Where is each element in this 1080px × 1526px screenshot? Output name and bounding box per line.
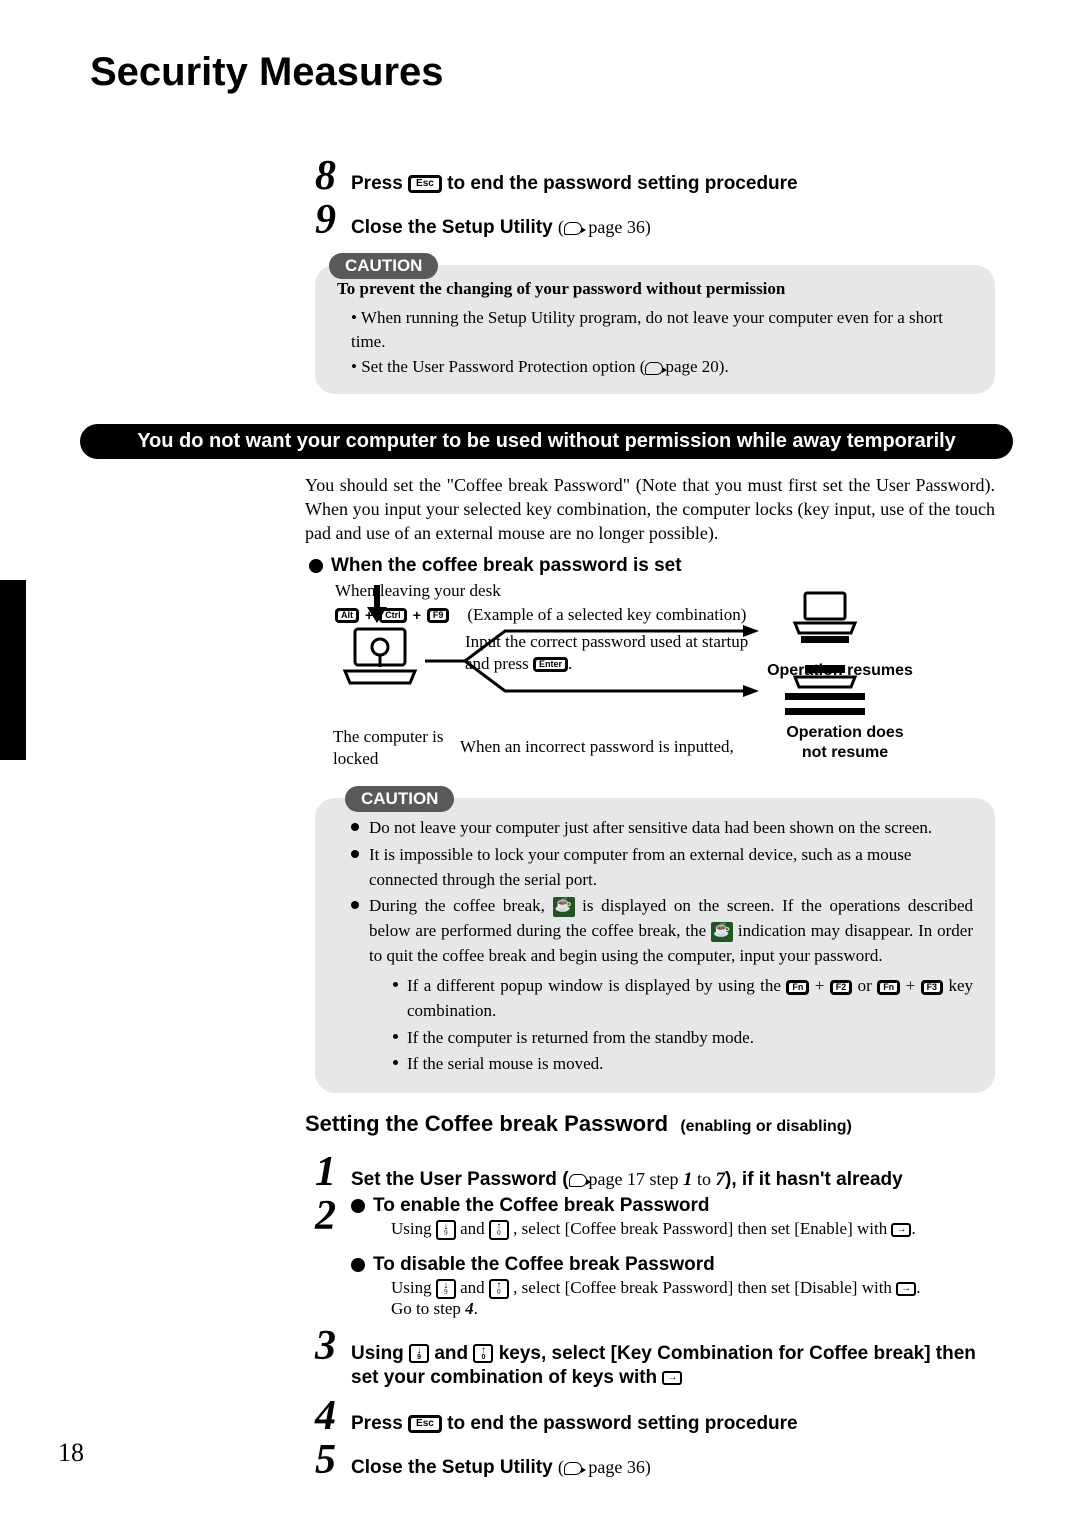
- fn-key-icon: Fn: [786, 980, 809, 995]
- side-tab: [0, 580, 26, 760]
- page-ref-icon: [569, 1174, 587, 1187]
- page-ref-icon: [564, 222, 582, 235]
- step-8-pre: Press: [351, 173, 408, 194]
- caution-2-item-2: It is impossible to lock your computer f…: [351, 843, 973, 892]
- caution-2-item-3: During the coffee break, is displayed on…: [351, 894, 973, 1076]
- section-subheading: Setting the Coffee break Password (enabl…: [305, 1111, 995, 1137]
- right-arrow-key-icon: →: [896, 1282, 916, 1296]
- bullet-icon: [309, 559, 323, 573]
- diagram-notresume-text: Operation does not resume: [765, 723, 925, 763]
- esc-key-icon: Esc: [408, 175, 442, 193]
- page-ref-icon: [645, 362, 663, 375]
- step-8-text: Press Esc to end the password setting pr…: [351, 172, 798, 197]
- enable-text: Using ↓9 and ↑0 , select [Coffee break P…: [391, 1219, 995, 1240]
- diagram-input-text: Input the correct password used at start…: [465, 631, 755, 674]
- caution-2-list: Do not leave your computer just after se…: [337, 816, 973, 1076]
- down-arrow-key-icon: ↓9: [436, 1220, 456, 1240]
- caution-2-container: CAUTION Do not leave your computer just …: [315, 776, 995, 1092]
- step-9-text: Close the Setup Utility ( page 36): [351, 216, 651, 241]
- enter-key-icon: Enter: [533, 657, 568, 672]
- caution-1-item-2: Set the User Password Protection option …: [351, 355, 973, 380]
- bh1-text: When the coffee break password is set: [331, 555, 682, 577]
- down-arrow-key-icon: ↓9: [436, 1279, 456, 1299]
- page-number: 18: [58, 1438, 84, 1468]
- diagram-incorrect-text: When an incorrect password is inputted,: [460, 736, 760, 757]
- caution-2-sub-3: If the serial mouse is moved.: [389, 1052, 973, 1077]
- b-step-5-number: 5: [315, 1439, 351, 1481]
- right-arrow-key-icon: →: [891, 1223, 911, 1237]
- diagram: When leaving your desk Alt + Ctrl + F9 (…: [315, 581, 995, 756]
- up-arrow-key-icon: ↑0: [473, 1344, 493, 1364]
- caution-2-item-1: Do not leave your computer just after se…: [351, 816, 973, 841]
- step-9-number: 9: [315, 199, 351, 241]
- coffee-icon: [553, 897, 575, 917]
- caution-1-container: CAUTION To prevent the changing of your …: [315, 243, 995, 394]
- intro-paragraph: You should set the "Coffee break Passwor…: [305, 473, 995, 546]
- enable-heading: To enable the Coffee break Password: [351, 1195, 995, 1217]
- b-step-3-text: Using ↓9 and ↑0 keys, select [Key Combin…: [351, 1342, 995, 1391]
- disable-heading: To disable the Coffee break Password: [351, 1254, 995, 1276]
- b-step-2: 2 To enable the Coffee break Password Us…: [315, 1195, 995, 1319]
- down-arrow-key-icon: ↓9: [409, 1344, 429, 1364]
- diagram-resumes-text: Operation resumes: [760, 661, 920, 681]
- b-step-5: 5 Close the Setup Utility ( page 36): [315, 1439, 995, 1481]
- caution-2-sub-2: If the computer is returned from the sta…: [389, 1026, 973, 1051]
- caution-2-box: Do not leave your computer just after se…: [315, 798, 995, 1092]
- bullet-icon: [351, 1258, 365, 1272]
- b-step-4: 4 Press Esc to end the password setting …: [315, 1395, 995, 1437]
- content-column: 8 Press Esc to end the password setting …: [315, 155, 995, 1481]
- caution-2-sub-1: If a different popup window is displayed…: [389, 974, 973, 1023]
- caution-2-label: CAUTION: [345, 786, 454, 812]
- b-step-3: 3 Using ↓9 and ↑0 keys, select [Key Comb…: [315, 1325, 995, 1391]
- b-step-4-text: Press Esc to end the password setting pr…: [351, 1412, 798, 1437]
- step-8: 8 Press Esc to end the password setting …: [315, 155, 995, 197]
- caution-1-title: To prevent the changing of your password…: [337, 277, 973, 302]
- step-9: 9 Close the Setup Utility ( page 36): [315, 199, 995, 241]
- step-9-main: Close the Setup Utility: [351, 217, 558, 238]
- b-step-1-number: 1: [315, 1151, 351, 1193]
- step-8-number: 8: [315, 155, 351, 197]
- bullet-heading-1: When the coffee break password is set: [309, 555, 995, 577]
- section-header-bar: You do not want your computer to be used…: [80, 424, 1013, 459]
- b-step-1-text: Set the User Password (page 17 step 1 to…: [351, 1168, 903, 1193]
- b-step-1: 1 Set the User Password (page 17 step 1 …: [315, 1151, 995, 1193]
- coffee-icon: [711, 922, 733, 942]
- step-8-post: to end the password setting procedure: [447, 173, 798, 194]
- b-step-2-number: 2: [315, 1195, 351, 1237]
- disable-text: Using ↓9 and ↑0 , select [Coffee break P…: [391, 1278, 995, 1319]
- caution-2-sublist: If a different popup window is displayed…: [369, 974, 973, 1077]
- b-step-5-text: Close the Setup Utility ( page 36): [351, 1456, 651, 1481]
- up-arrow-key-icon: ↑0: [489, 1279, 509, 1299]
- up-arrow-key-icon: ↑0: [489, 1220, 509, 1240]
- f2-key-icon: F2: [830, 980, 853, 995]
- page-ref-icon: [564, 1462, 582, 1475]
- right-arrow-key-icon: →: [662, 1371, 682, 1385]
- fn-key-icon: Fn: [877, 980, 900, 995]
- f3-key-icon: F3: [921, 980, 944, 995]
- page-title: Security Measures: [90, 50, 990, 95]
- caution-1-box: To prevent the changing of your password…: [315, 265, 995, 394]
- b-step-4-number: 4: [315, 1395, 351, 1437]
- bullet-icon: [351, 1199, 365, 1213]
- esc-key-icon: Esc: [408, 1415, 442, 1433]
- step-9-ref: ( page 36): [558, 217, 651, 237]
- b-step-3-number: 3: [315, 1325, 351, 1367]
- caution-1-item-1: When running the Setup Utility program, …: [351, 306, 973, 355]
- diagram-locked-text: The computer is locked: [333, 726, 463, 769]
- caution-1-list: When running the Setup Utility program, …: [337, 306, 973, 380]
- caution-1-label: CAUTION: [329, 253, 438, 279]
